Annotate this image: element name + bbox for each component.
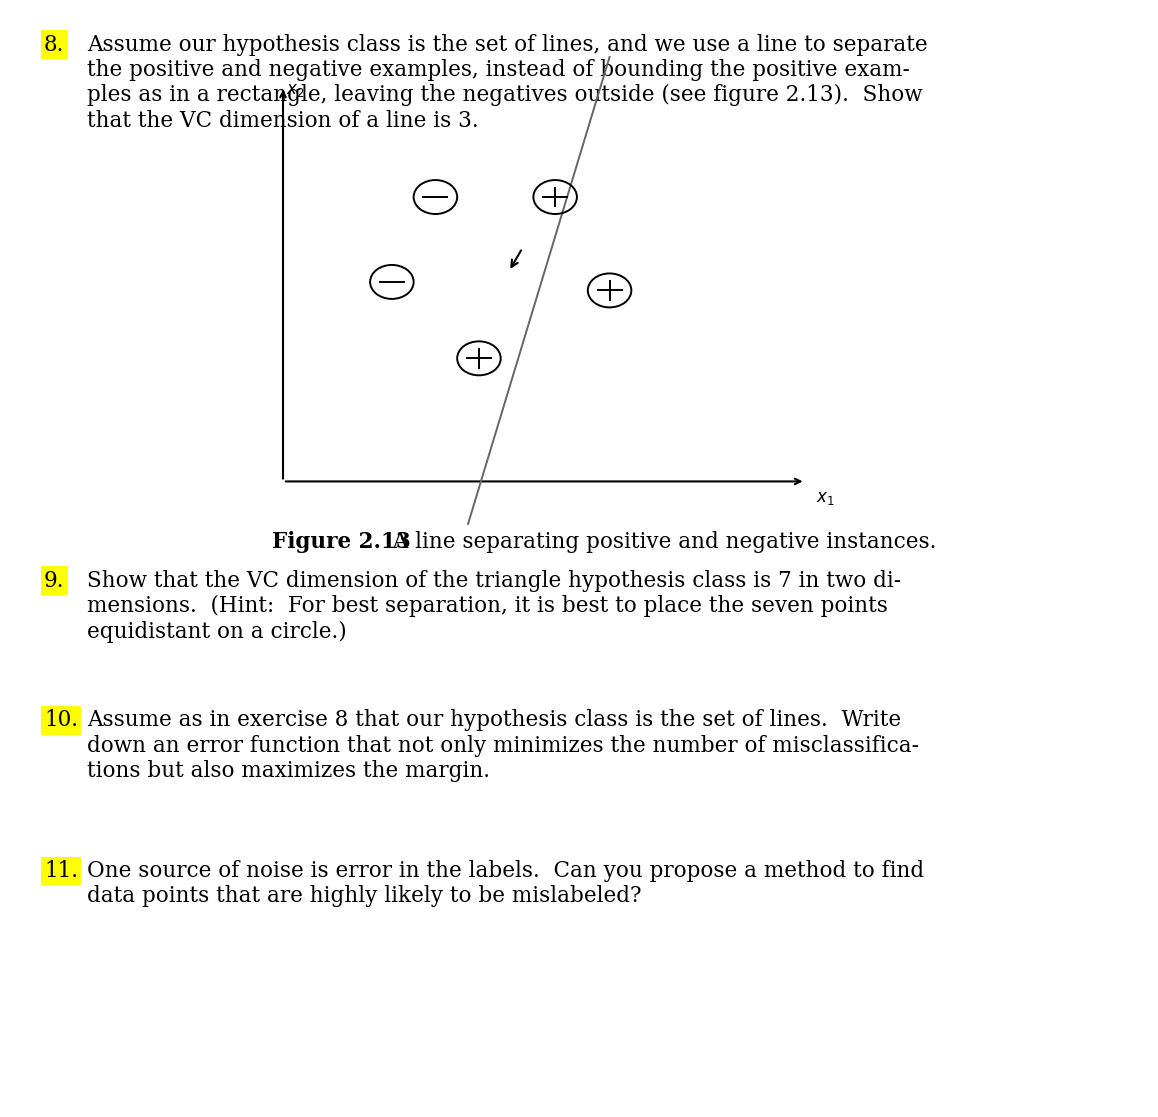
Text: Assume our hypothesis class is the set of lines, and we use a line to separate
t: Assume our hypothesis class is the set o… xyxy=(87,34,928,132)
Text: 9.: 9. xyxy=(44,570,65,592)
Text: A line separating positive and negative instances.: A line separating positive and negative … xyxy=(379,531,936,553)
Text: 10.: 10. xyxy=(44,709,78,732)
Text: 11.: 11. xyxy=(44,860,78,882)
Text: $x_2$: $x_2$ xyxy=(286,83,305,99)
Text: 8.: 8. xyxy=(44,34,65,56)
Text: Figure 2.13: Figure 2.13 xyxy=(272,531,411,553)
Text: Assume as in exercise 8 that our hypothesis class is the set of lines.  Write
do: Assume as in exercise 8 that our hypothe… xyxy=(87,709,918,782)
Text: One source of noise is error in the labels.  Can you propose a method to find
da: One source of noise is error in the labe… xyxy=(87,860,924,907)
Text: Show that the VC dimension of the triangle hypothesis class is 7 in two di-
mens: Show that the VC dimension of the triang… xyxy=(87,570,901,642)
Text: $x_1$: $x_1$ xyxy=(816,490,835,507)
